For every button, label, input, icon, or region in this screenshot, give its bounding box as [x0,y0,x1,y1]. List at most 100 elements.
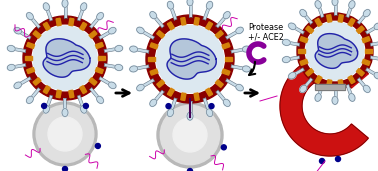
Polygon shape [291,25,305,34]
Circle shape [146,15,234,103]
Polygon shape [333,2,336,15]
Polygon shape [80,22,87,30]
Ellipse shape [62,0,68,7]
Ellipse shape [349,94,355,101]
Ellipse shape [137,27,144,34]
Polygon shape [157,80,165,87]
Polygon shape [157,31,165,38]
Ellipse shape [282,57,290,63]
Circle shape [42,103,46,108]
Polygon shape [167,39,216,79]
Polygon shape [346,4,353,18]
Polygon shape [133,65,149,70]
Polygon shape [43,22,50,30]
Polygon shape [150,43,158,49]
Polygon shape [152,14,164,28]
Ellipse shape [282,39,290,45]
Polygon shape [189,101,192,116]
Ellipse shape [130,66,138,72]
Polygon shape [181,93,186,101]
Polygon shape [45,95,53,110]
Polygon shape [194,93,199,101]
Ellipse shape [242,66,250,72]
Polygon shape [140,29,155,39]
Polygon shape [300,59,308,65]
Ellipse shape [14,82,22,89]
Text: Protease: Protease [248,23,283,32]
Ellipse shape [108,82,116,89]
Text: +/- ACE2: +/- ACE2 [248,33,284,42]
Polygon shape [99,29,113,39]
Polygon shape [306,26,314,34]
Ellipse shape [332,0,338,6]
Circle shape [160,105,220,165]
Polygon shape [203,5,211,20]
Polygon shape [98,56,105,60]
Polygon shape [366,68,378,77]
Circle shape [33,102,97,166]
Circle shape [95,143,101,148]
Polygon shape [327,80,332,87]
Circle shape [48,117,82,151]
Polygon shape [286,56,300,61]
Polygon shape [338,80,343,87]
Polygon shape [169,5,177,20]
Circle shape [222,145,226,150]
Polygon shape [300,37,308,43]
Polygon shape [225,79,240,89]
Polygon shape [181,17,186,25]
Polygon shape [11,47,26,52]
Ellipse shape [137,84,144,91]
Polygon shape [33,78,41,85]
Circle shape [32,25,98,91]
Circle shape [156,25,224,93]
Polygon shape [366,25,378,34]
Polygon shape [148,57,155,61]
Polygon shape [370,56,378,61]
Bar [315,84,345,90]
Polygon shape [64,98,67,113]
Polygon shape [27,42,35,49]
Polygon shape [286,41,300,46]
Circle shape [297,13,373,89]
Ellipse shape [130,46,138,52]
Ellipse shape [242,46,250,52]
Polygon shape [225,57,232,61]
Polygon shape [280,56,368,156]
Polygon shape [17,77,31,87]
Ellipse shape [187,0,193,6]
Ellipse shape [150,12,157,19]
Circle shape [166,104,171,109]
Circle shape [62,167,68,171]
Polygon shape [291,68,305,77]
Polygon shape [222,43,230,49]
Polygon shape [327,15,332,22]
Circle shape [319,159,324,163]
Polygon shape [56,90,61,98]
Ellipse shape [187,112,193,120]
Ellipse shape [288,23,296,30]
Ellipse shape [97,96,104,103]
Polygon shape [194,17,199,25]
Polygon shape [169,98,177,113]
Polygon shape [104,63,119,69]
Polygon shape [356,68,364,76]
Circle shape [157,102,223,168]
Polygon shape [104,47,119,52]
Polygon shape [189,2,192,17]
Ellipse shape [374,73,378,79]
Polygon shape [11,63,26,69]
Circle shape [23,16,107,100]
Polygon shape [29,15,40,28]
Polygon shape [225,29,240,39]
Ellipse shape [300,10,307,17]
Polygon shape [90,15,101,28]
Ellipse shape [14,27,22,34]
Ellipse shape [115,64,123,70]
Polygon shape [338,15,343,22]
Polygon shape [206,22,212,30]
Ellipse shape [43,3,50,11]
Polygon shape [356,26,364,34]
Polygon shape [64,3,67,18]
Polygon shape [216,14,228,28]
